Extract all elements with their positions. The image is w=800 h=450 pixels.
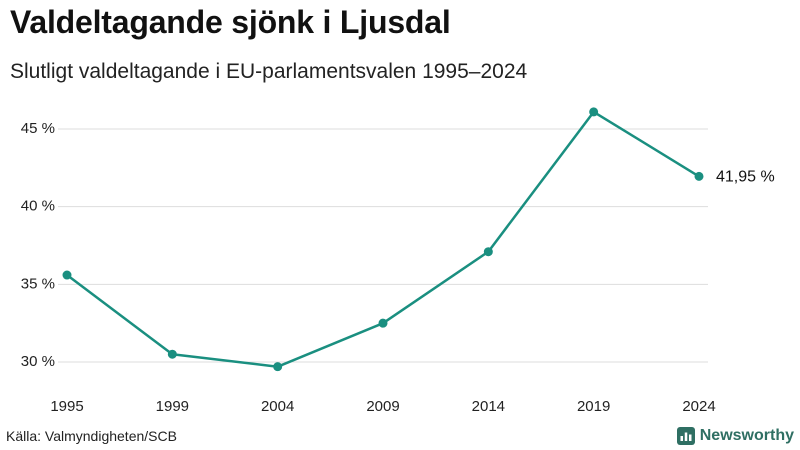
grid-lines: [58, 128, 708, 363]
brand-name: Newsworthy: [699, 427, 794, 444]
x-tick-label: 2019: [577, 398, 610, 415]
x-tick-label: 2004: [261, 398, 294, 415]
brand-logo: Newsworthy: [676, 425, 794, 447]
data-point: [694, 171, 704, 181]
data-point: [378, 318, 388, 328]
chart-subtitle: Slutligt valdeltagande i EU-parlamentsva…: [10, 60, 528, 83]
y-axis-labels: 30 % 35 % 40 % 45 %: [21, 120, 55, 370]
data-point: [62, 270, 72, 280]
y-tick-label: 30 %: [21, 353, 55, 370]
source-note: Källa: Valmyndigheten/SCB: [6, 428, 177, 444]
newsworthy-logo-icon: [676, 427, 695, 445]
end-value-label: 41,95 %: [716, 169, 775, 186]
data-point: [167, 349, 177, 359]
data-point: [273, 362, 283, 372]
data-point: [589, 107, 599, 117]
data-points: [62, 107, 704, 372]
x-tick-label: 2024: [682, 398, 715, 415]
y-tick-label: 45 %: [21, 120, 55, 137]
x-tick-label: 2009: [366, 398, 399, 415]
y-tick-label: 40 %: [21, 198, 55, 215]
x-axis-labels: 1995 1999 2004 2009 2014 2019 2024: [50, 398, 715, 415]
series-line: [66, 110, 700, 368]
data-point: [483, 247, 493, 257]
chart-title: Valdeltagande sjönk i Ljusdal: [10, 4, 451, 40]
y-tick-label: 35 %: [21, 275, 55, 292]
x-tick-label: 2014: [472, 398, 505, 415]
x-tick-label: 1999: [156, 398, 189, 415]
x-tick-label: 1995: [50, 398, 83, 415]
